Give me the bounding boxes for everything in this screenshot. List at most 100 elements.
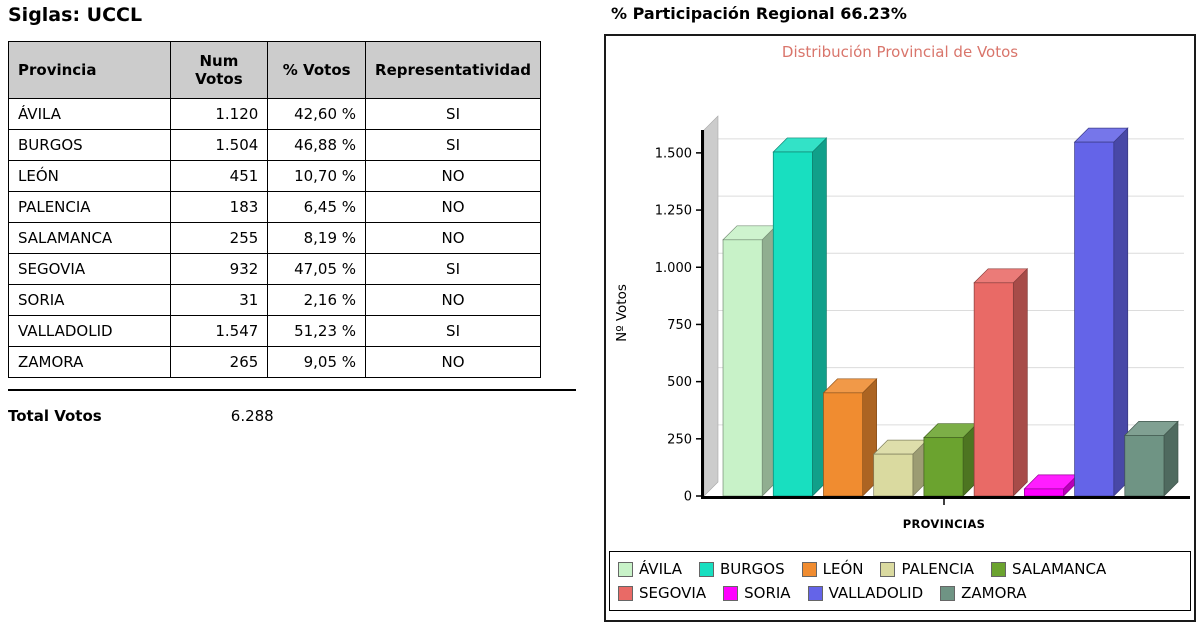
cell-provincia: SALAMANCA: [8, 222, 171, 254]
cell-num-votos: 932: [169, 253, 269, 285]
col-header-num-votos: Num Votos: [169, 41, 269, 99]
chart-section: % Participación Regional 66.23% Distribu…: [604, 4, 1196, 622]
bar-león: [823, 392, 863, 497]
siglas-title: Siglas: UCCL: [8, 4, 143, 26]
col-header-pct-votos: % Votos: [267, 41, 367, 99]
legend-label: PALENCIA: [901, 560, 975, 578]
legend-item-soria: SORIA: [723, 584, 791, 602]
legend-swatch: [991, 561, 1007, 577]
y-tick-label: 750: [667, 318, 692, 333]
cell-pct-votos: 51,23 %: [267, 315, 367, 347]
table-row: LEÓN 451 10,70 % NO: [8, 160, 541, 192]
legend-swatch: [940, 585, 956, 601]
y-tick-label: 1.000: [655, 261, 692, 276]
table-row: SORIA 31 2,16 % NO: [8, 284, 541, 316]
chart-panel: Distribución Provincial de Votos 0 250 500…: [604, 34, 1196, 622]
legend-item-león: LEÓN: [801, 560, 864, 578]
table-row: VALLADOLID 1.547 51,23 % SI: [8, 315, 541, 347]
cell-num-votos: 1.120: [169, 98, 269, 130]
cell-representatividad: NO: [365, 346, 541, 378]
participation-title: % Participación Regional 66.23%: [611, 4, 907, 23]
chart-3d-wall: [703, 115, 719, 497]
chart-title: Distribución Provincial de Votos: [781, 43, 1019, 61]
cell-representatividad: NO: [365, 160, 541, 192]
cell-representatividad: SI: [365, 315, 541, 347]
cell-provincia: PALENCIA: [8, 191, 171, 223]
bar-ávila: [722, 239, 763, 497]
legend-item-burgos: BURGOS: [698, 560, 785, 578]
total-value: 6.288: [230, 407, 274, 425]
legend-swatch: [807, 585, 823, 601]
legend-item-zamora: ZAMORA: [940, 584, 1027, 602]
results-panel: Siglas: UCCL Provincia Num Votos % Votos…: [8, 4, 578, 425]
cell-provincia: LEÓN: [8, 160, 171, 192]
bar-burgos: [772, 151, 813, 497]
cell-representatividad: NO: [365, 191, 541, 223]
cell-pct-votos: 47,05 %: [267, 253, 367, 285]
legend-label: ZAMORA: [961, 584, 1027, 602]
bar-segovia: [973, 282, 1014, 497]
y-tick-label: 1.500: [655, 146, 692, 161]
cell-num-votos: 1.547: [169, 315, 269, 347]
cell-num-votos: 31: [169, 284, 269, 316]
cell-pct-votos: 8,19 %: [267, 222, 367, 254]
table-row: ÁVILA 1.120 42,60 % SI: [8, 98, 541, 130]
legend-label: BURGOS: [719, 560, 785, 578]
cell-representatividad: SI: [365, 129, 541, 161]
legend-swatch: [723, 585, 739, 601]
cell-pct-votos: 46,88 %: [267, 129, 367, 161]
legend-label: LEÓN: [822, 560, 864, 578]
cell-pct-votos: 9,05 %: [267, 346, 367, 378]
legend-label: SALAMANCA: [1012, 560, 1107, 578]
table-row: BURGOS 1.504 46,88 % SI: [8, 129, 541, 161]
legend-item-valladolid: VALLADOLID: [807, 584, 924, 602]
table-row: SALAMANCA 255 8,19 % NO: [8, 222, 541, 254]
legend-label: VALLADOLID: [828, 584, 924, 602]
total-row: Total Votos 6.288: [8, 389, 576, 425]
legend-item-segovia: SEGOVIA: [618, 584, 706, 602]
bar-salamanca: [923, 437, 964, 497]
bar-zamora: [1124, 435, 1165, 497]
legend-label: ÁVILA: [639, 560, 682, 578]
cell-provincia: SORIA: [8, 284, 171, 316]
province-results-table: Provincia Num Votos % Votos Representati…: [8, 41, 541, 378]
col-header-representatividad: Representatividad: [365, 41, 541, 99]
cell-provincia: VALLADOLID: [8, 315, 171, 347]
legend-label: SEGOVIA: [639, 584, 707, 602]
total-label: Total Votos: [8, 407, 102, 425]
cell-provincia: ZAMORA: [8, 346, 171, 378]
table-row: PALENCIA 183 6,45 % NO: [8, 191, 541, 223]
cell-representatividad: NO: [365, 222, 541, 254]
bar-chart: 0 250 500 750 1.000 1.250 1.500 Nº Votos PROVINC…: [614, 115, 1190, 531]
cell-pct-votos: 42,60 %: [267, 98, 367, 130]
y-axis-label: Nº Votos: [614, 284, 630, 342]
cell-num-votos: 451: [169, 160, 269, 192]
chart-legend: ÁVILA BURGOS LEÓN PALENCIA SALAMANCA SEGOVIA S…: [609, 551, 1191, 611]
cell-provincia: ÁVILA: [8, 98, 171, 130]
legend-row: ÁVILA BURGOS LEÓN PALENCIA SALAMANCA: [618, 557, 1182, 581]
legend-swatch: [618, 561, 633, 577]
x-axis-label: PROVINCIAS: [903, 517, 985, 531]
col-header-provincia: Provincia: [8, 41, 171, 99]
bar-segovia-side: [1012, 267, 1028, 497]
legend-swatch: [801, 561, 817, 577]
cell-representatividad: SI: [365, 98, 541, 130]
cell-num-votos: 183: [169, 191, 269, 223]
bar-palencia: [873, 453, 914, 497]
y-tick-label: 500: [667, 375, 692, 390]
cell-num-votos: 265: [169, 346, 269, 378]
cell-pct-votos: 10,70 %: [267, 160, 367, 192]
bar-soria: [1024, 488, 1064, 497]
y-tick-label: 1.250: [655, 204, 692, 219]
y-axis-line: [701, 130, 704, 499]
cell-provincia: BURGOS: [8, 129, 171, 161]
legend-label: SORIA: [744, 584, 791, 602]
legend-item-ávila: ÁVILA: [618, 560, 682, 578]
table-row: SEGOVIA 932 47,05 % SI: [8, 253, 541, 285]
legend-row: SEGOVIA SORIA VALLADOLID ZAMORA: [618, 581, 1182, 605]
cell-num-votos: 1.504: [169, 129, 269, 161]
cell-provincia: SEGOVIA: [8, 253, 171, 285]
table-header-row: Provincia Num Votos % Votos Representati…: [8, 41, 541, 99]
x-axis-line: [701, 496, 1190, 499]
cell-pct-votos: 6,45 %: [267, 191, 367, 223]
